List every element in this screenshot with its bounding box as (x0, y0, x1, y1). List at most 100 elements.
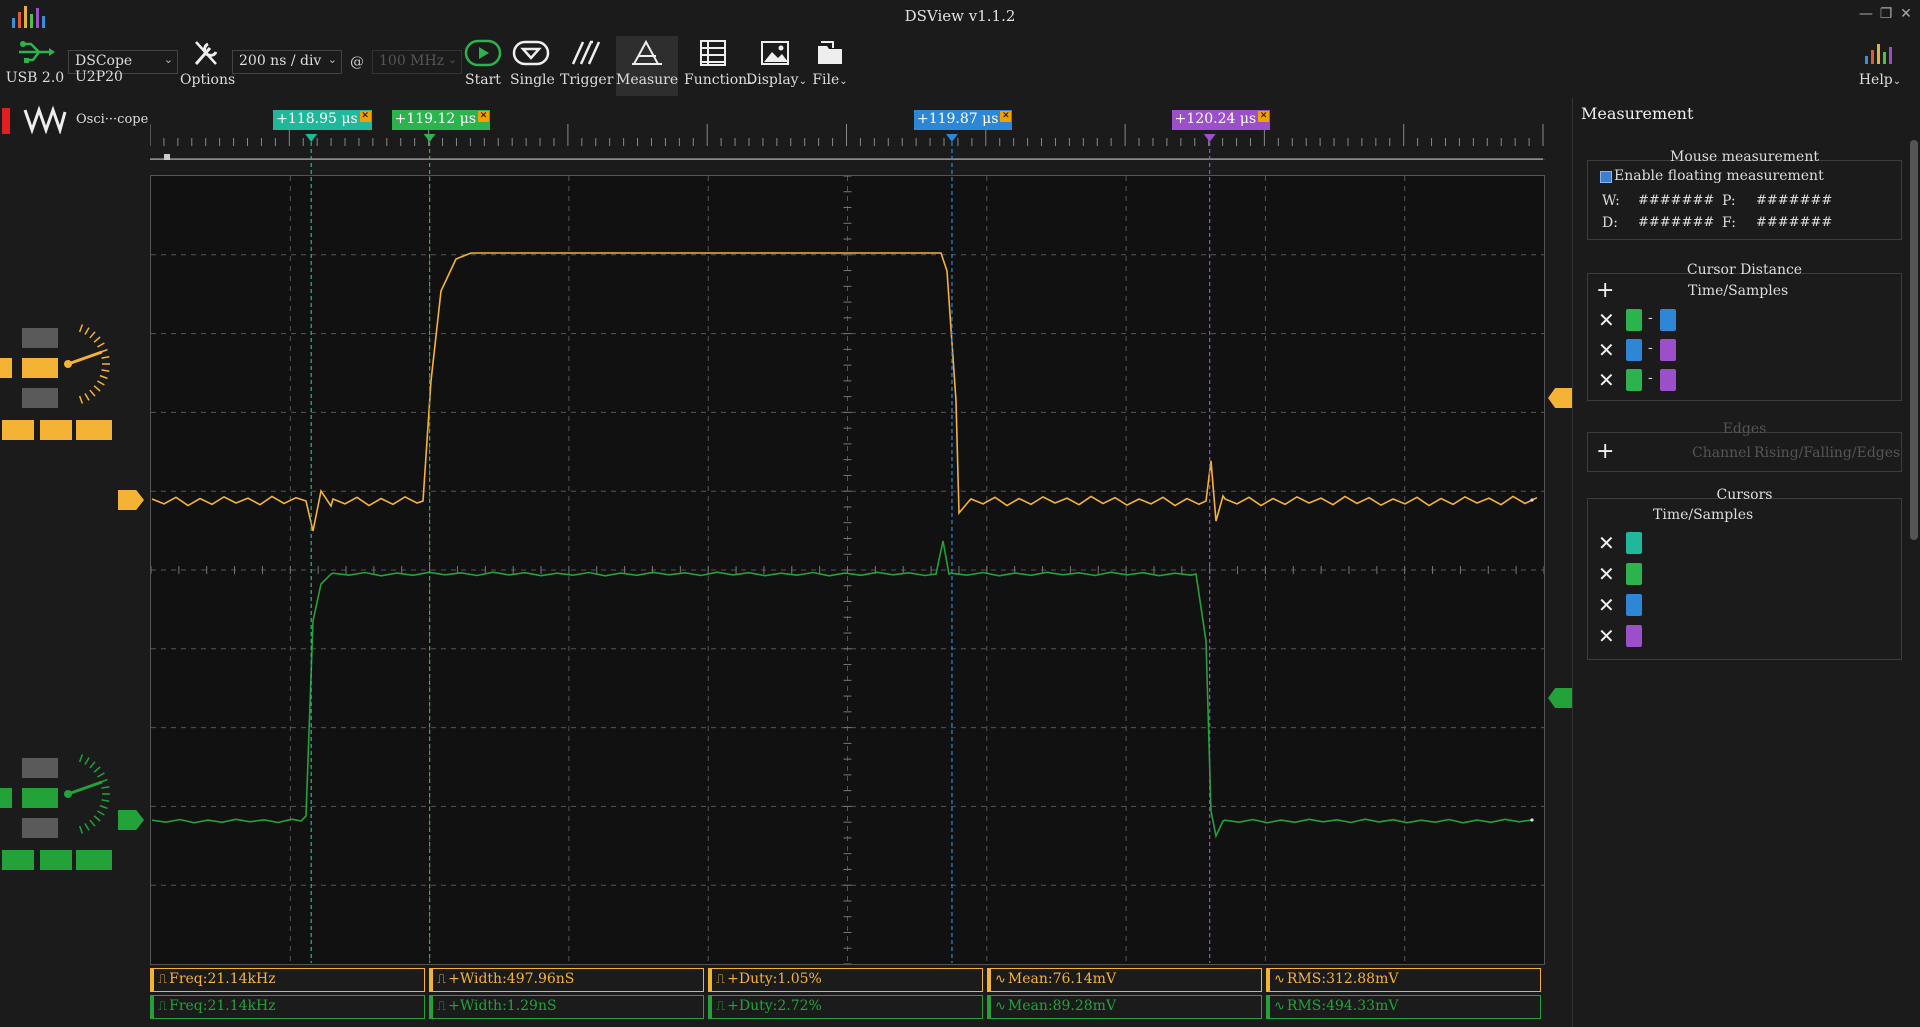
channel-index-tag[interactable] (0, 788, 12, 808)
trigger-level-tag[interactable] (1548, 688, 1572, 708)
dial-tick (78, 324, 84, 333)
enable-floating-label[interactable]: Enable floating measurement (1614, 168, 1824, 184)
close-cursor-icon[interactable]: ✕ (1000, 111, 1012, 122)
channel-button-dc[interactable] (40, 420, 72, 440)
start-label: Start (465, 72, 501, 88)
cursor-flag[interactable]: +119.87 μs ✕ (913, 110, 1013, 130)
channel-index-tag[interactable] (0, 358, 12, 378)
close-icon[interactable]: ✕ (1900, 6, 1912, 22)
measurement-value: RMS:312.88mV (1286, 971, 1399, 987)
remove-cursor-icon[interactable]: ✕ (1598, 562, 1615, 586)
device-select[interactable]: DSCope U2P20 ⌄ (68, 50, 178, 85)
measurement-cell[interactable]: ⎍ +Width:1.29nS (429, 995, 704, 1019)
measurement-type-icon: ∿ (995, 972, 1006, 987)
function-menu[interactable]: Function⌄ (684, 36, 756, 96)
single-shot-icon (512, 40, 550, 66)
measurement-cell[interactable]: ∿ Mean:89.28mV (987, 995, 1262, 1019)
dash: - (1648, 370, 1653, 386)
maximize-icon[interactable]: ❐ (1879, 6, 1893, 22)
add-edge-icon[interactable]: + (1596, 439, 1615, 464)
help-logo-icon (1865, 44, 1892, 64)
probe-button-x100[interactable] (22, 388, 58, 408)
measurement-cell[interactable]: ⎍ +Duty:2.72% (708, 995, 983, 1019)
dial-tick (101, 785, 110, 789)
add-distance-icon[interactable]: + (1596, 278, 1615, 303)
measurement-value: +Width:497.96nS (448, 971, 575, 987)
panel-scrollbar[interactable] (1910, 140, 1918, 540)
vdiv-dial-icon[interactable] (58, 748, 118, 838)
cursor-flag[interactable]: +120.24 μs ✕ (1171, 110, 1271, 130)
samplerate-select[interactable]: 100 MHz ⌄ (372, 50, 462, 74)
w-label: W: (1602, 193, 1620, 209)
dial-tick (97, 772, 105, 778)
probe-button-x1[interactable] (22, 758, 58, 778)
channel-button-en[interactable] (2, 850, 34, 870)
single-button[interactable]: Single (510, 36, 555, 96)
close-cursor-icon[interactable]: ✕ (359, 111, 371, 122)
waveform-plot[interactable] (150, 175, 1545, 965)
start-button[interactable]: Start (464, 36, 502, 96)
measurement-cell[interactable]: ∿ Mean:76.14mV (987, 968, 1262, 992)
device-value: DSCope U2P20 (75, 53, 133, 85)
remove-cursor-icon[interactable]: ✕ (1598, 624, 1615, 648)
vdiv-dial-icon[interactable] (58, 318, 118, 408)
measurement-cell[interactable]: ⎍ Freq:21.14kHz (150, 968, 425, 992)
file-menu[interactable]: File⌄ (808, 36, 852, 96)
mode-label[interactable]: Osci···cope (76, 112, 149, 127)
dial-tick (89, 819, 96, 827)
mouse-measurement-title: Mouse measurement (1670, 149, 1819, 165)
measurement-cell[interactable]: ∿ RMS:494.33mV (1266, 995, 1541, 1019)
measurement-cell[interactable]: ∿ RMS:312.88mV (1266, 968, 1541, 992)
cursor-badge (1626, 625, 1642, 647)
minimize-icon[interactable]: — (1859, 6, 1873, 22)
probe-button-x10[interactable] (22, 788, 58, 808)
time-ruler[interactable] (150, 98, 1545, 160)
remove-distance-icon[interactable]: ✕ (1598, 308, 1615, 332)
cursor-badge (1626, 339, 1642, 361)
channel-button-en[interactable] (2, 420, 34, 440)
channel-button-auto[interactable] (76, 420, 112, 440)
probe-button-x1[interactable] (22, 328, 58, 348)
measurement-type-icon: ⎍ (158, 972, 168, 987)
cursor-badge (1626, 563, 1642, 585)
oscilloscope-mode-icon[interactable] (22, 104, 68, 134)
trigger-button[interactable]: Trigger (560, 36, 613, 96)
display-menu[interactable]: Display⌄ (746, 36, 807, 96)
measure-button[interactable]: Measure (616, 36, 678, 96)
enable-floating-checkbox[interactable] (1600, 171, 1612, 183)
measurement-value: RMS:494.33mV (1286, 998, 1399, 1014)
remove-cursor-icon[interactable]: ✕ (1598, 531, 1615, 555)
dial-tick (101, 799, 110, 803)
remove-distance-icon[interactable]: ✕ (1598, 368, 1615, 392)
probe-button-x100[interactable] (22, 818, 58, 838)
probe-button-x10[interactable] (22, 358, 58, 378)
measurement-cell[interactable]: ⎍ Freq:21.14kHz (150, 995, 425, 1019)
trigger-level-tag[interactable] (1548, 388, 1572, 408)
measurement-type-icon: ⎍ (437, 999, 447, 1014)
measurement-cell[interactable]: ⎍ +Width:497.96nS (429, 968, 704, 992)
close-cursor-icon[interactable]: ✕ (478, 111, 490, 122)
cursor-flag[interactable]: +119.12 μs ✕ (391, 110, 491, 130)
dial-tick (89, 389, 96, 397)
edges-group: Edges + Channel Rising/Falling/Edges (1587, 421, 1902, 472)
close-cursor-icon[interactable]: ✕ (1258, 111, 1270, 122)
chevron-down-icon: ⌄ (327, 53, 337, 66)
help-menu[interactable]: Help⌄ (1852, 36, 1908, 96)
channel-button-auto[interactable] (76, 850, 112, 870)
cursor-flag[interactable]: +118.95 μs ✕ (273, 110, 372, 130)
measurement-cell[interactable]: ⎍ +Duty:1.05% (708, 968, 983, 992)
remove-cursor-icon[interactable]: ✕ (1598, 593, 1615, 617)
timebase-select[interactable]: 200 ns / div ⌄ (232, 50, 342, 74)
edges-header: Rising/Falling/Edges (1754, 445, 1901, 461)
play-icon (464, 39, 502, 67)
remove-distance-icon[interactable]: ✕ (1598, 338, 1615, 362)
channel-level-tag[interactable] (118, 490, 144, 510)
dial-needle (67, 780, 103, 796)
edges-title: Edges (1722, 421, 1767, 437)
channel-button-dc[interactable] (40, 850, 72, 870)
dial-tick (99, 374, 108, 380)
cursor-badge (1626, 309, 1642, 331)
dial-tick (93, 385, 101, 392)
channel-level-tag[interactable] (118, 810, 144, 830)
options-button[interactable]: Options (180, 36, 235, 96)
